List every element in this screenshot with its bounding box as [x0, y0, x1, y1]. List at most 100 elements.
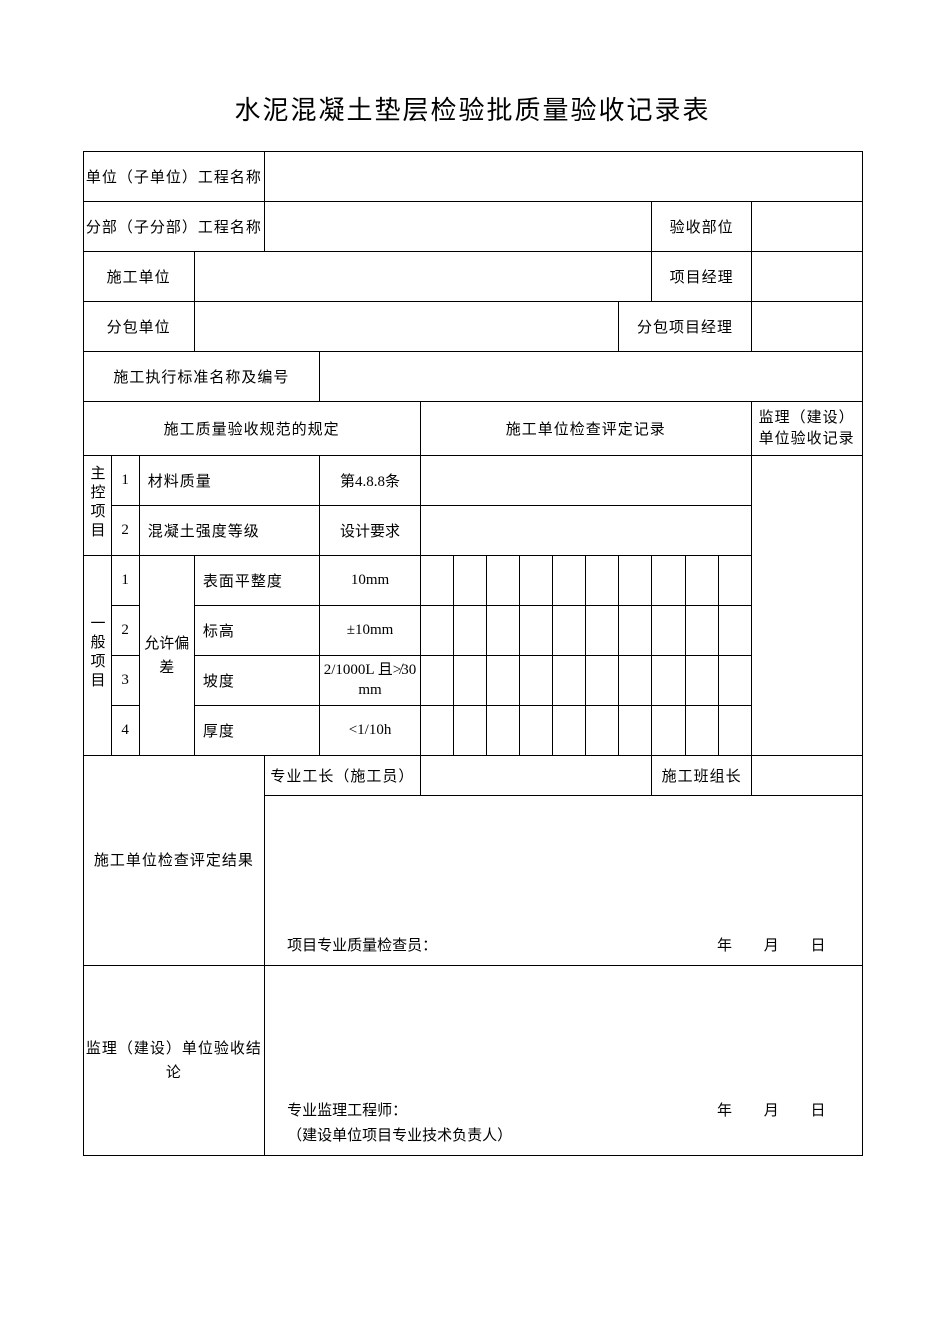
- value-subcontract-unit: [194, 302, 618, 352]
- value-unit-project: [265, 152, 862, 202]
- gen-spec-4: <1/10h: [320, 706, 420, 756]
- supervise-date: 年 月 日: [717, 1099, 850, 1120]
- meas-4-9: [685, 706, 718, 756]
- supervise-area: 专业监理工程师： 年 月 日 （建设单位项目专业技术负责人）: [265, 966, 862, 1156]
- meas-4-1: [420, 706, 453, 756]
- mc-check-1: [420, 456, 751, 506]
- meas-2-4: [520, 606, 553, 656]
- meas-1-10: [718, 556, 751, 606]
- label-standard: 施工执行标准名称及编号: [83, 352, 320, 402]
- tolerance-cell: 允许偏差: [139, 556, 194, 756]
- value-project-manager: [751, 252, 862, 302]
- head-supervise: 监理（建设）单位验收记录: [751, 402, 862, 456]
- head-spec: 施工质量验收规范的规定: [83, 402, 420, 456]
- meas-1-8: [652, 556, 685, 606]
- supervise-signer2: （建设单位项目专业技术负责人）: [277, 1124, 849, 1145]
- gen-name-3: 坡度: [194, 656, 319, 706]
- label-sub-project: 分部（子分部）工程名称: [83, 202, 265, 252]
- mc-name-1: 材料质量: [139, 456, 320, 506]
- meas-1-4: [520, 556, 553, 606]
- mc-check-2: [420, 506, 751, 556]
- head-check: 施工单位检查评定记录: [420, 402, 751, 456]
- meas-3-9: [685, 656, 718, 706]
- supervise-record-col: [751, 456, 862, 756]
- label-subcontract-unit: 分包单位: [83, 302, 194, 352]
- meas-2-6: [586, 606, 619, 656]
- meas-4-10: [718, 706, 751, 756]
- supervise-signer1: 专业监理工程师：: [277, 1099, 407, 1120]
- gen-no-2: 2: [111, 606, 139, 656]
- mc-no-2: 2: [111, 506, 139, 556]
- label-accept-part: 验收部位: [652, 202, 751, 252]
- meas-2-5: [553, 606, 586, 656]
- meas-2-3: [486, 606, 519, 656]
- result-signer: 项目专业质量检查员：: [277, 934, 437, 955]
- meas-3-4: [520, 656, 553, 706]
- mc-name-2: 混凝土强度等级: [139, 506, 320, 556]
- label-team-leader: 施工班组长: [652, 756, 751, 796]
- meas-4-6: [586, 706, 619, 756]
- gen-spec-2: ±10mm: [320, 606, 420, 656]
- meas-4-8: [652, 706, 685, 756]
- meas-4-5: [553, 706, 586, 756]
- meas-3-7: [619, 656, 652, 706]
- meas-3-2: [453, 656, 486, 706]
- gen-no-3: 3: [111, 656, 139, 706]
- meas-3-10: [718, 656, 751, 706]
- value-sub-project: [265, 202, 652, 252]
- meas-4-7: [619, 706, 652, 756]
- meas-1-2: [453, 556, 486, 606]
- group-general-label: 一般项目: [87, 615, 108, 691]
- gen-no-4: 4: [111, 706, 139, 756]
- page-title: 水泥混凝土垫层检验批质量验收记录表: [0, 90, 945, 127]
- group-main-control: 主控项目: [83, 456, 111, 556]
- gen-no-1: 1: [111, 556, 139, 606]
- meas-1-3: [486, 556, 519, 606]
- meas-2-1: [420, 606, 453, 656]
- value-subcontract-pm: [751, 302, 862, 352]
- group-main-control-label: 主控项目: [87, 465, 108, 541]
- label-unit-project: 单位（子单位）工程名称: [83, 152, 265, 202]
- mc-no-1: 1: [111, 456, 139, 506]
- result-date: 年 月 日: [717, 934, 850, 955]
- meas-3-8: [652, 656, 685, 706]
- meas-3-1: [420, 656, 453, 706]
- label-construction-unit: 施工单位: [83, 252, 194, 302]
- label-result-block: 施工单位检查评定结果: [83, 756, 265, 966]
- meas-4-2: [453, 706, 486, 756]
- gen-name-1: 表面平整度: [194, 556, 319, 606]
- meas-4-4: [520, 706, 553, 756]
- result-area: 项目专业质量检查员： 年 月 日: [265, 796, 862, 966]
- label-project-manager: 项目经理: [652, 252, 751, 302]
- value-construction-unit: [194, 252, 652, 302]
- value-foreman: [420, 756, 652, 796]
- gen-name-4: 厚度: [194, 706, 319, 756]
- gen-name-2: 标高: [194, 606, 319, 656]
- page-container: 水泥混凝土垫层检验批质量验收记录表 单位（子单位）工程名称: [0, 0, 945, 1337]
- meas-1-6: [586, 556, 619, 606]
- meas-1-1: [420, 556, 453, 606]
- tolerance-label: 允许偏差: [140, 632, 194, 680]
- label-subcontract-pm: 分包项目经理: [619, 302, 751, 352]
- meas-2-10: [718, 606, 751, 656]
- meas-1-9: [685, 556, 718, 606]
- gen-spec-3: 2/1000L 且≯30mm: [320, 656, 420, 706]
- group-general: 一般项目: [83, 556, 111, 756]
- meas-2-8: [652, 606, 685, 656]
- meas-3-5: [553, 656, 586, 706]
- meas-2-7: [619, 606, 652, 656]
- meas-2-2: [453, 606, 486, 656]
- value-team-leader: [751, 756, 862, 796]
- meas-1-7: [619, 556, 652, 606]
- label-supervise-block: 监理（建设）单位验收结论: [83, 966, 265, 1156]
- gen-spec-1: 10mm: [320, 556, 420, 606]
- meas-2-9: [685, 606, 718, 656]
- meas-3-3: [486, 656, 519, 706]
- label-foreman: 专业工长（施工员）: [265, 756, 421, 796]
- meas-3-6: [586, 656, 619, 706]
- mc-spec-2: 设计要求: [320, 506, 420, 556]
- meas-1-5: [553, 556, 586, 606]
- meas-4-3: [486, 706, 519, 756]
- value-accept-part: [751, 202, 862, 252]
- value-standard: [320, 352, 862, 402]
